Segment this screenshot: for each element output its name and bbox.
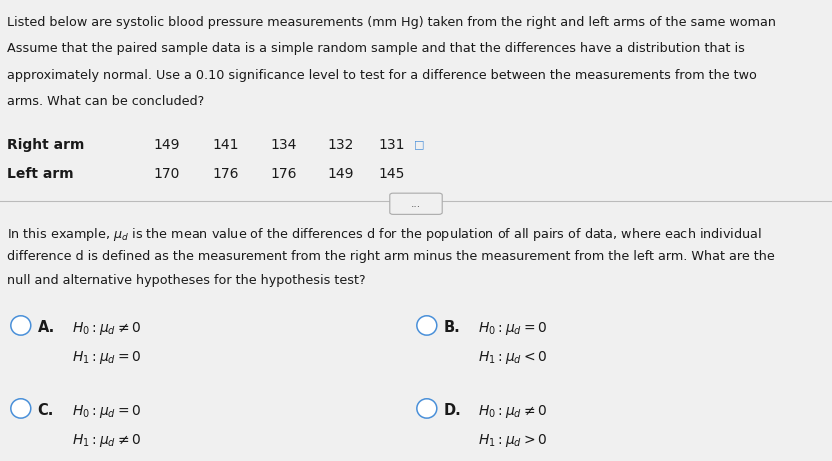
Text: 176: 176 bbox=[270, 167, 297, 181]
Text: $H_0: \mu_d \neq 0$: $H_0: \mu_d \neq 0$ bbox=[72, 320, 141, 337]
Text: approximately normal. Use a 0.10 significance level to test for a difference bet: approximately normal. Use a 0.10 signifi… bbox=[7, 69, 756, 82]
Text: B.: B. bbox=[443, 320, 460, 335]
Text: ...: ... bbox=[411, 199, 421, 209]
Text: Listed below are systolic blood pressure measurements (mm Hg) taken from the rig: Listed below are systolic blood pressure… bbox=[7, 16, 775, 29]
Text: $H_1: \mu_d \neq 0$: $H_1: \mu_d \neq 0$ bbox=[72, 432, 141, 449]
Text: $H_0: \mu_d = 0$: $H_0: \mu_d = 0$ bbox=[72, 403, 141, 420]
Text: 176: 176 bbox=[212, 167, 239, 181]
Text: $H_1: \mu_d > 0$: $H_1: \mu_d > 0$ bbox=[478, 432, 547, 449]
Text: 149: 149 bbox=[154, 138, 181, 152]
Text: In this example, $\mu_d$ is the mean value of the differences d for the populati: In this example, $\mu_d$ is the mean val… bbox=[7, 226, 761, 243]
Text: □: □ bbox=[414, 140, 424, 150]
Text: Right arm: Right arm bbox=[7, 138, 84, 152]
Text: 149: 149 bbox=[327, 167, 354, 181]
Text: C.: C. bbox=[37, 403, 54, 418]
Text: $H_1: \mu_d = 0$: $H_1: \mu_d = 0$ bbox=[72, 349, 141, 366]
Text: 134: 134 bbox=[270, 138, 297, 152]
Text: $H_1: \mu_d < 0$: $H_1: \mu_d < 0$ bbox=[478, 349, 547, 366]
Text: 145: 145 bbox=[379, 167, 405, 181]
Text: $H_0: \mu_d = 0$: $H_0: \mu_d = 0$ bbox=[478, 320, 547, 337]
Text: 131: 131 bbox=[379, 138, 405, 152]
Text: Left arm: Left arm bbox=[7, 167, 73, 181]
Text: 170: 170 bbox=[154, 167, 181, 181]
Ellipse shape bbox=[417, 399, 437, 418]
Text: $H_0: \mu_d \neq 0$: $H_0: \mu_d \neq 0$ bbox=[478, 403, 547, 420]
Text: 132: 132 bbox=[327, 138, 354, 152]
Text: Assume that the paired sample data is a simple random sample and that the differ: Assume that the paired sample data is a … bbox=[7, 42, 745, 55]
Text: arms. What can be concluded?: arms. What can be concluded? bbox=[7, 95, 204, 108]
FancyBboxPatch shape bbox=[389, 193, 443, 214]
Ellipse shape bbox=[11, 316, 31, 335]
Text: 141: 141 bbox=[212, 138, 239, 152]
Ellipse shape bbox=[417, 316, 437, 335]
Text: null and alternative hypotheses for the hypothesis test?: null and alternative hypotheses for the … bbox=[7, 274, 365, 287]
Ellipse shape bbox=[11, 399, 31, 418]
Text: difference d is defined as the measurement from the right arm minus the measurem: difference d is defined as the measureme… bbox=[7, 250, 775, 263]
Text: A.: A. bbox=[37, 320, 55, 335]
Text: D.: D. bbox=[443, 403, 461, 418]
